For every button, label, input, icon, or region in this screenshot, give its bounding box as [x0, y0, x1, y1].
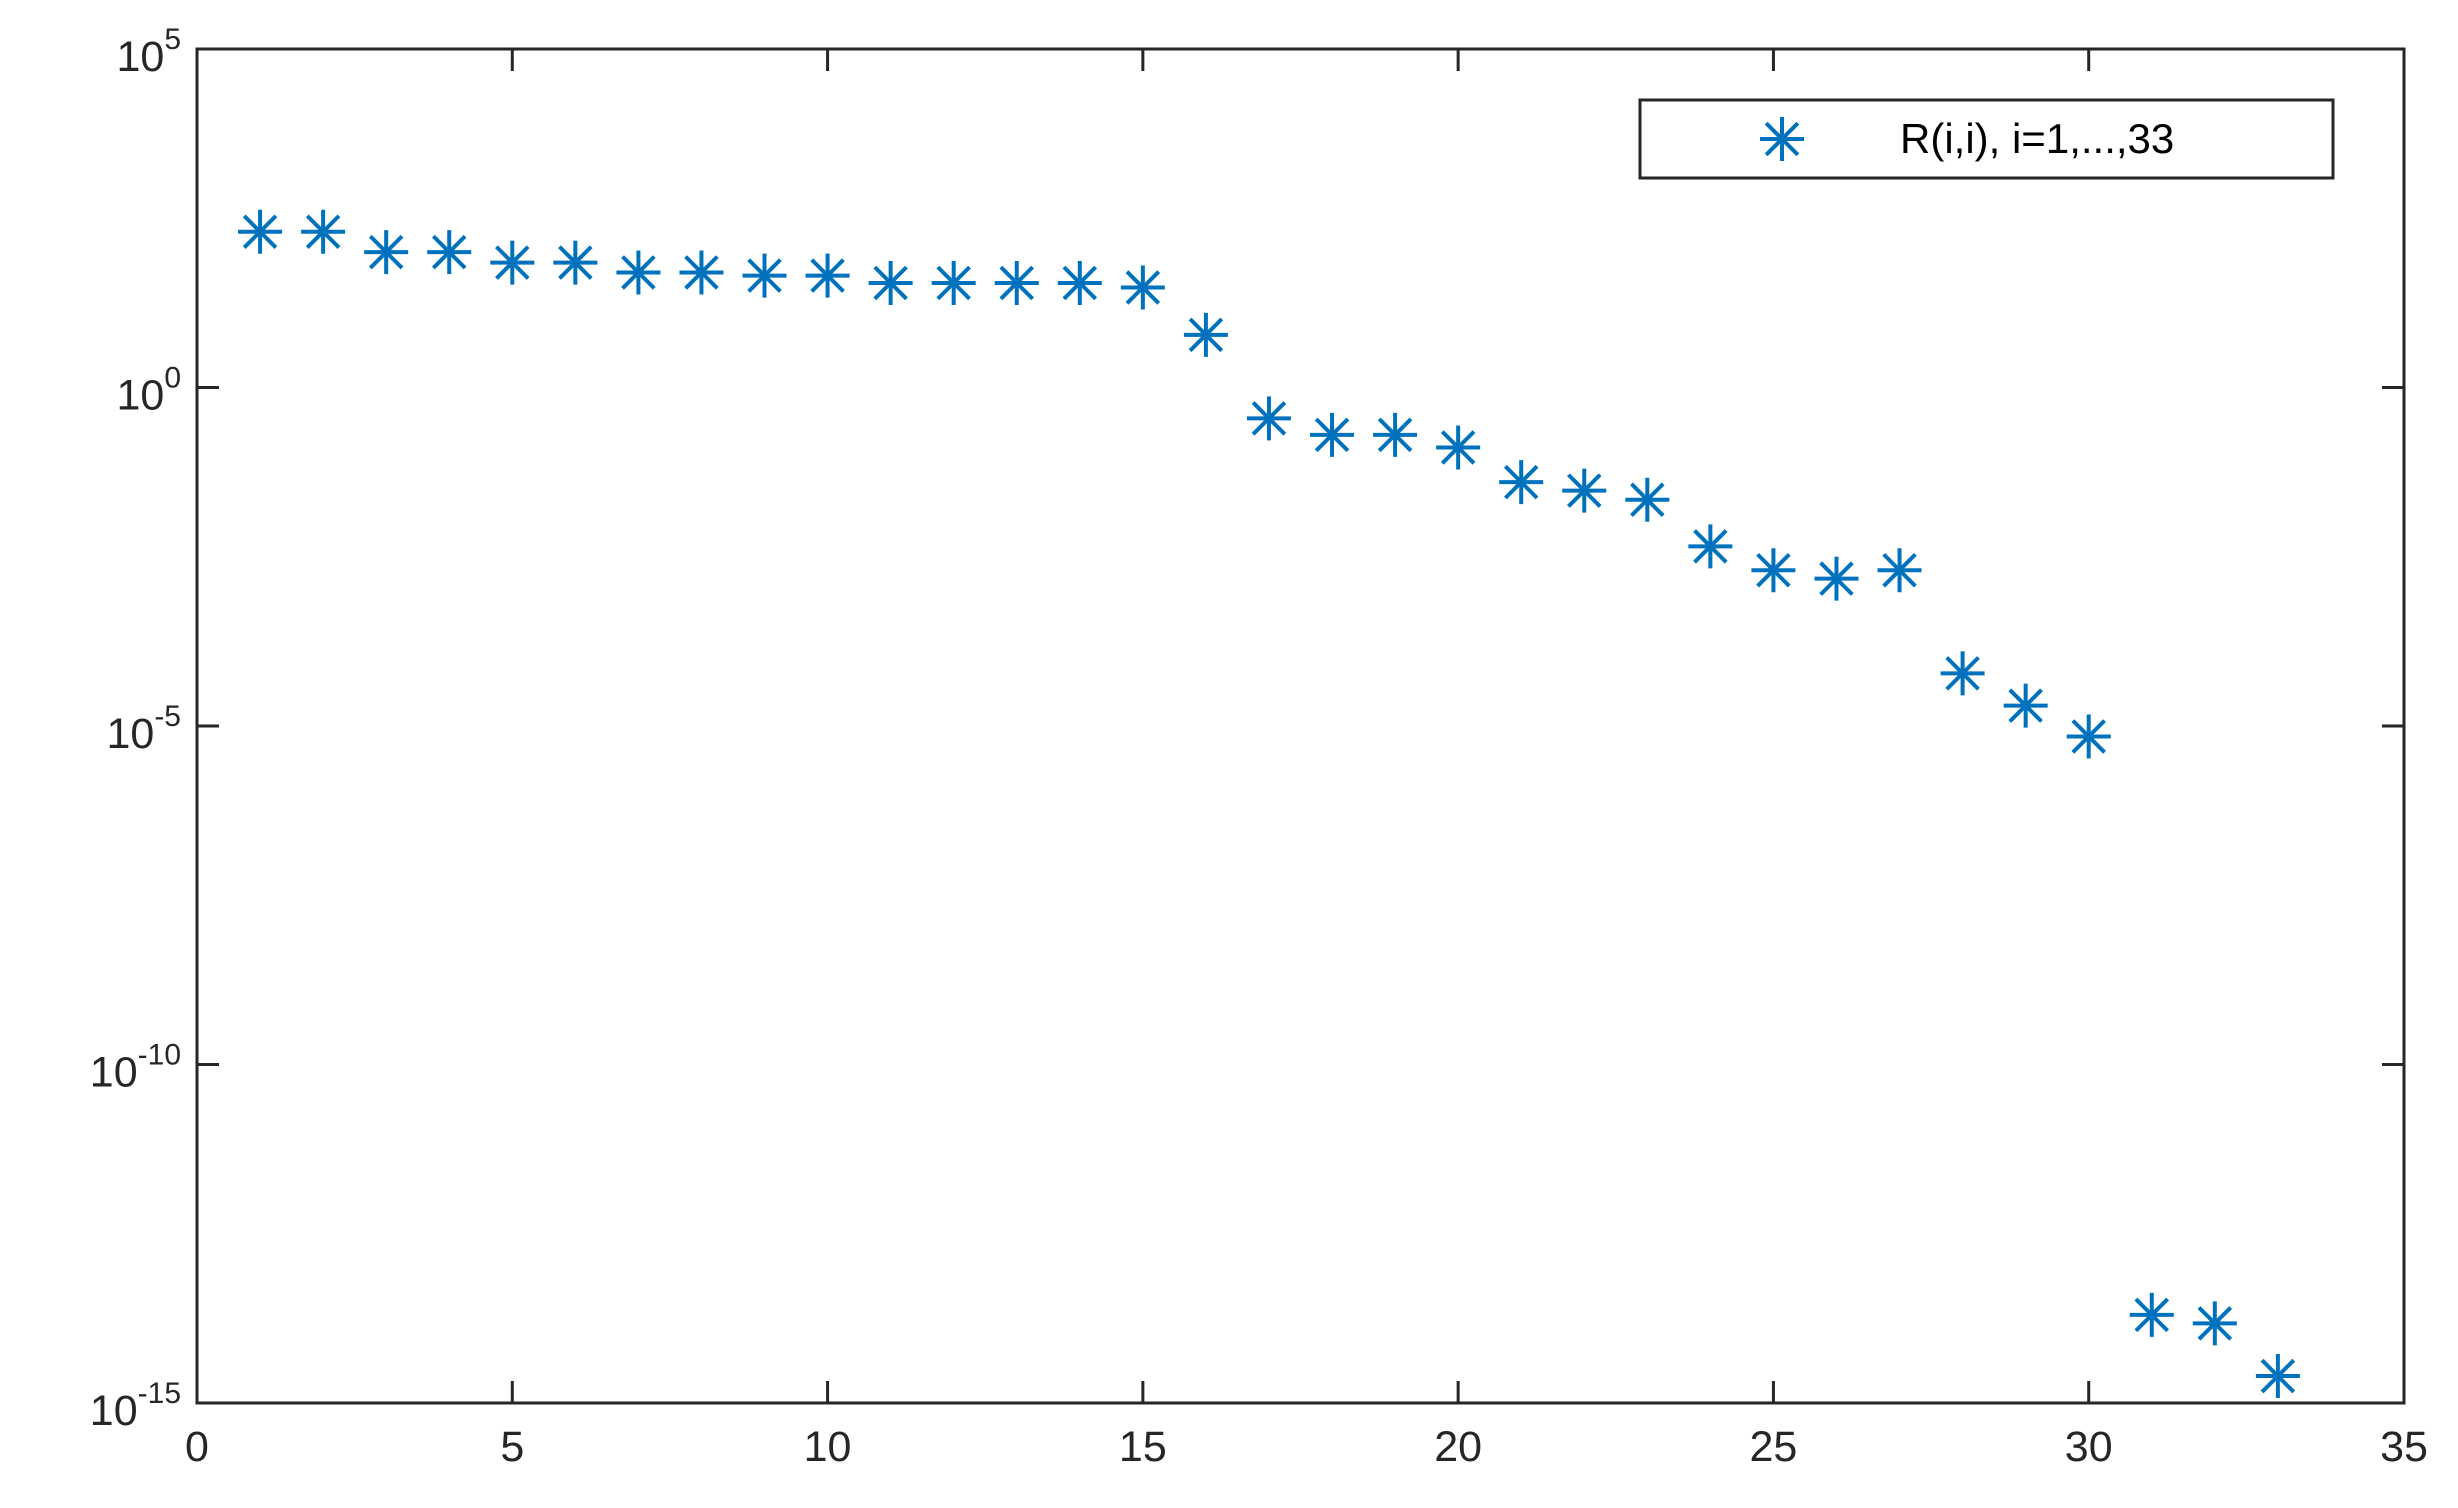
y-tick-label: 100 — [116, 362, 181, 420]
data-point — [1625, 477, 1670, 522]
data-point — [1373, 412, 1418, 457]
x-tick-label: 10 — [804, 1423, 852, 1471]
data-point — [2129, 1292, 2174, 1337]
y-tick-label: 10-10 — [90, 1039, 181, 1097]
data-point — [2192, 1301, 2237, 1346]
x-tick-label: 15 — [1119, 1423, 1167, 1471]
data-point — [1246, 396, 1291, 441]
x-tick-label: 30 — [2065, 1423, 2113, 1471]
data-point — [427, 230, 472, 275]
data-point — [1940, 651, 1985, 696]
data-point — [1814, 556, 1859, 601]
x-tick-labels: 0 5 10 15 20 25 30 35 — [185, 1423, 2428, 1471]
data-point — [1183, 312, 1228, 357]
data-point — [1310, 412, 1355, 457]
x-tick-label: 35 — [2380, 1423, 2428, 1471]
data-point — [1877, 548, 1922, 593]
data-point — [742, 253, 787, 298]
data-point — [2066, 714, 2111, 759]
data-point — [1499, 460, 1544, 505]
x-tick-label: 0 — [185, 1423, 209, 1471]
data-point — [1057, 260, 1102, 305]
data-point — [994, 260, 1039, 305]
data-markers — [238, 209, 2300, 1399]
data-point — [1688, 524, 1733, 569]
data-point — [553, 240, 598, 285]
data-point — [805, 253, 850, 298]
data-point — [868, 260, 913, 305]
legend: R(i,i), i=1,...,33 — [1638, 98, 2335, 180]
y-tick-labels: 10-15 10-10 10-5 100 105 — [90, 23, 181, 1435]
y-tick-label: 10-15 — [90, 1377, 181, 1435]
data-point — [238, 209, 283, 254]
data-point — [1436, 425, 1481, 470]
y-tick-label: 105 — [116, 23, 181, 81]
legend-asterisk-icon — [1760, 117, 1804, 161]
x-tick-label: 25 — [1750, 1423, 1798, 1471]
data-point — [490, 240, 535, 285]
data-point — [2003, 683, 2048, 728]
x-tick-label: 5 — [500, 1423, 524, 1471]
data-point — [1562, 468, 1607, 513]
data-point — [2255, 1354, 2300, 1399]
data-point — [931, 260, 976, 305]
data-point — [364, 230, 409, 275]
data-point — [616, 250, 661, 295]
legend-marker-icon — [1760, 117, 1804, 161]
y-tick-label: 10-5 — [106, 700, 181, 758]
data-point — [1120, 265, 1165, 310]
data-point — [301, 209, 346, 254]
legend-box — [1638, 98, 2335, 180]
plot-area-frame — [195, 47, 2406, 1405]
data-point — [1751, 548, 1796, 593]
x-tick-label: 20 — [1434, 1423, 1482, 1471]
data-point — [679, 250, 724, 295]
legend-label: R(i,i), i=1,...,33 — [1900, 115, 2174, 162]
